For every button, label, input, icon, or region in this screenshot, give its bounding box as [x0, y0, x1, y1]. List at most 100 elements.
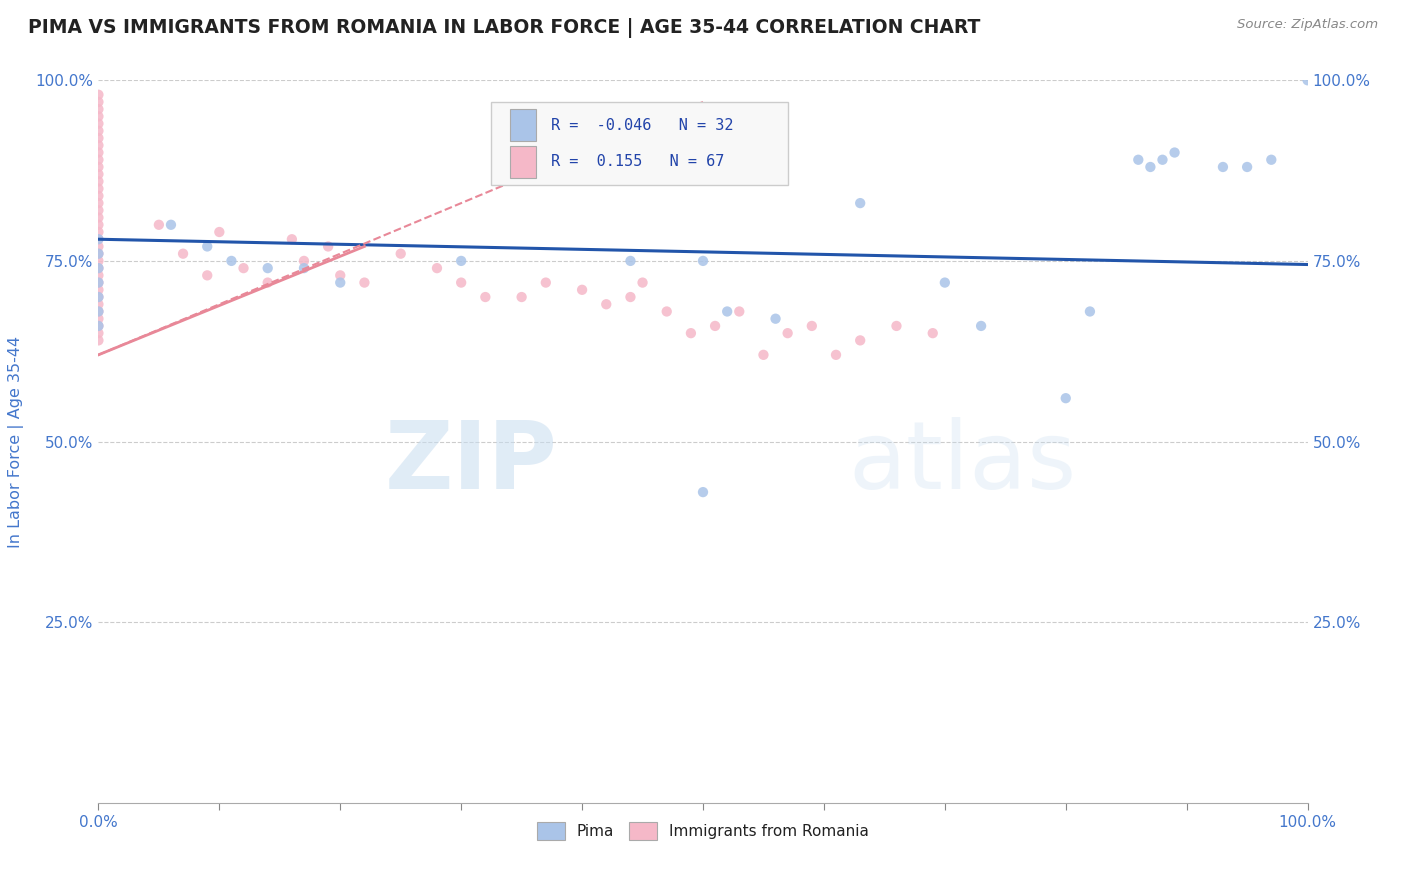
Point [619, 253, 641, 268]
Point [595, 297, 617, 311]
Point [329, 268, 352, 283]
Point [87, 138, 110, 153]
Point [389, 246, 412, 260]
Point [87, 225, 110, 239]
Point [1128, 153, 1150, 167]
Point [1054, 391, 1077, 405]
Point [256, 261, 278, 276]
Point [571, 283, 593, 297]
Point [87, 203, 110, 218]
Point [1296, 73, 1319, 87]
Y-axis label: In Labor Force | Age 35-44: In Labor Force | Age 35-44 [8, 335, 24, 548]
Point [329, 276, 352, 290]
Point [87, 174, 110, 188]
Point [221, 253, 243, 268]
Point [281, 232, 304, 246]
Point [849, 334, 872, 348]
Point [256, 276, 278, 290]
Point [1152, 153, 1174, 167]
Point [87, 304, 110, 318]
Point [87, 246, 110, 260]
Point [172, 246, 194, 260]
Point [87, 246, 110, 260]
Point [87, 145, 110, 160]
Point [87, 153, 110, 167]
Point [655, 304, 678, 318]
Point [765, 311, 787, 326]
Point [474, 290, 496, 304]
Text: atlas: atlas [848, 417, 1077, 509]
Point [87, 218, 110, 232]
Point [1212, 160, 1234, 174]
Bar [509, 109, 536, 141]
Point [886, 318, 908, 333]
Point [87, 253, 110, 268]
Point [87, 232, 110, 246]
Point [87, 334, 110, 348]
Point [970, 318, 993, 333]
Point [1260, 153, 1282, 167]
Text: PIMA VS IMMIGRANTS FROM ROMANIA IN LABOR FORCE | AGE 35-44 CORRELATION CHART: PIMA VS IMMIGRANTS FROM ROMANIA IN LABOR… [28, 18, 980, 37]
Point [426, 261, 449, 276]
Point [87, 95, 110, 109]
Point [316, 239, 339, 253]
Point [728, 304, 751, 318]
Point [87, 276, 110, 290]
Point [87, 117, 110, 131]
Point [631, 276, 654, 290]
Point [148, 218, 170, 232]
Point [87, 290, 110, 304]
Point [87, 232, 110, 246]
Point [87, 297, 110, 311]
Point [1139, 160, 1161, 174]
Point [87, 110, 110, 124]
Point [619, 290, 641, 304]
Point [87, 189, 110, 203]
Point [921, 326, 943, 340]
Point [1236, 160, 1258, 174]
Point [849, 196, 872, 211]
Point [752, 348, 775, 362]
Point [87, 167, 110, 181]
Point [679, 326, 702, 340]
Legend: Pima, Immigrants from Romania: Pima, Immigrants from Romania [531, 816, 875, 846]
Point [87, 211, 110, 225]
Point [87, 304, 110, 318]
Point [292, 261, 315, 276]
Point [87, 283, 110, 297]
Point [1078, 304, 1101, 318]
Point [87, 196, 110, 211]
Point [716, 304, 738, 318]
Point [87, 131, 110, 145]
Point [87, 326, 110, 340]
Point [825, 348, 848, 362]
Point [87, 261, 110, 276]
FancyBboxPatch shape [492, 102, 787, 185]
Point [208, 225, 231, 239]
Point [87, 182, 110, 196]
Point [87, 318, 110, 333]
Point [692, 253, 714, 268]
Text: R =  -0.046   N = 32: R = -0.046 N = 32 [551, 118, 733, 133]
Point [87, 268, 110, 283]
Point [692, 485, 714, 500]
Point [195, 239, 218, 253]
Text: Source: ZipAtlas.com: Source: ZipAtlas.com [1237, 18, 1378, 31]
Point [87, 160, 110, 174]
Point [450, 276, 472, 290]
Point [704, 318, 727, 333]
Point [87, 290, 110, 304]
Point [87, 102, 110, 116]
Point [87, 124, 110, 138]
Text: R =  0.155   N = 67: R = 0.155 N = 67 [551, 154, 724, 169]
Point [87, 239, 110, 253]
Text: ZIP: ZIP [385, 417, 558, 509]
Point [232, 261, 254, 276]
Point [1163, 145, 1185, 160]
Point [195, 268, 218, 283]
Point [510, 290, 533, 304]
Point [934, 276, 956, 290]
Point [87, 87, 110, 102]
Point [160, 218, 183, 232]
Bar [509, 145, 536, 178]
